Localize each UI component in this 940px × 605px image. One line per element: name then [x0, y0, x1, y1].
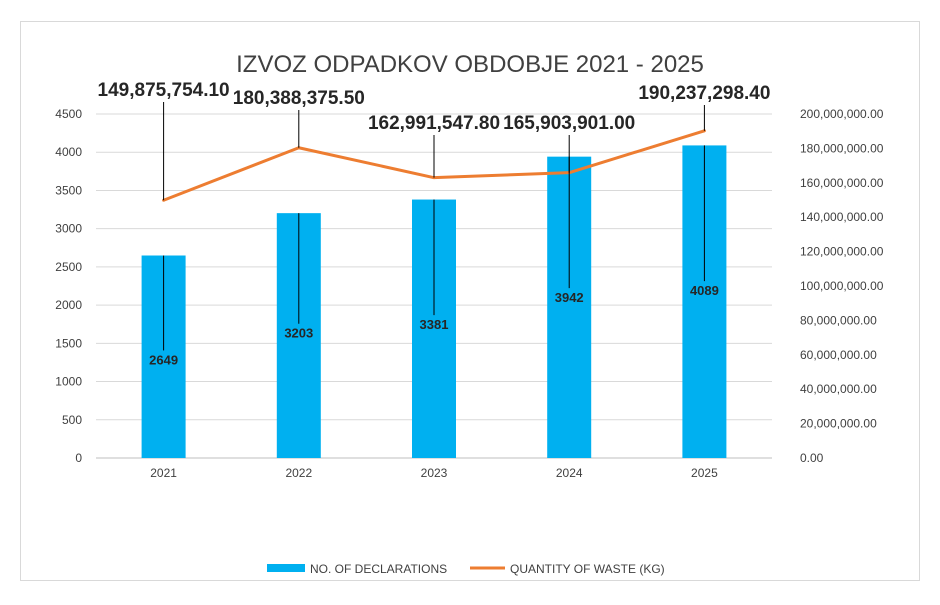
line-data-label: 162,991,547.80 — [368, 113, 500, 134]
left-tick-label: 500 — [62, 413, 82, 427]
left-tick-label: 2000 — [55, 298, 82, 312]
right-tick-label: 0.00 — [800, 451, 824, 465]
right-y-axis: 0.00 20,000,000.00 40,000,000.00 60,000,000… — [800, 107, 884, 465]
right-tick-label: 160,000,000.00 — [800, 176, 884, 190]
left-tick-label: 1500 — [55, 336, 82, 350]
bar-data-label: 4089 — [690, 283, 719, 298]
left-tick-label: 0 — [75, 451, 82, 465]
bar-data-label: 3942 — [555, 290, 584, 305]
line-data-label: 180,388,375.50 — [233, 88, 365, 109]
left-tick-label: 2500 — [55, 260, 82, 274]
right-tick-label: 40,000,000.00 — [800, 382, 877, 396]
left-tick-label: 4500 — [55, 107, 82, 121]
x-tick-label: 2022 — [285, 466, 312, 480]
chart-title: IZVOZ ODPADKOV OBDOBJE 2021 - 2025 — [236, 51, 704, 78]
right-tick-label: 200,000,000.00 — [800, 107, 884, 121]
x-tick-label: 2023 — [421, 466, 448, 480]
bar-data-label: 3203 — [284, 326, 313, 341]
right-tick-label: 20,000,000.00 — [800, 417, 877, 431]
left-tick-label: 1000 — [55, 375, 82, 389]
data-labels: 2649 3203 3381 3942 4089 149,875,754.10 180,38… — [98, 80, 771, 367]
left-tick-label: 3000 — [55, 222, 82, 236]
left-y-axis: 0 500 1000 1500 2000 2500 3000 3500 4000 4500 — [55, 107, 82, 465]
right-tick-label: 180,000,000.00 — [800, 141, 884, 155]
x-tick-label: 2025 — [691, 466, 718, 480]
legend-label-line: QUANTITY OF WASTE (KG) — [510, 562, 665, 576]
legend: NO. OF DECLARATIONS QUANTITY OF WASTE (K… — [267, 562, 665, 576]
line-data-label: 190,237,298.40 — [638, 83, 770, 104]
right-tick-label: 80,000,000.00 — [800, 313, 877, 327]
left-tick-label: 4000 — [55, 145, 82, 159]
x-tick-label: 2021 — [150, 466, 177, 480]
bar-data-label: 2649 — [149, 352, 178, 367]
legend-swatch-bar — [267, 564, 305, 572]
x-tick-label: 2024 — [556, 466, 583, 480]
line-data-label: 165,903,901.00 — [503, 113, 635, 134]
bar-data-label: 3381 — [420, 317, 449, 332]
right-tick-label: 140,000,000.00 — [800, 210, 884, 224]
legend-label-bar: NO. OF DECLARATIONS — [310, 562, 447, 576]
right-tick-label: 100,000,000.00 — [800, 279, 884, 293]
chart-frame — [20, 21, 920, 581]
right-tick-label: 120,000,000.00 — [800, 245, 884, 259]
x-axis: 2021 2022 2023 2024 2025 — [150, 466, 718, 480]
left-tick-label: 3500 — [55, 183, 82, 197]
line-data-label: 149,875,754.10 — [98, 80, 230, 101]
right-tick-label: 60,000,000.00 — [800, 348, 877, 362]
